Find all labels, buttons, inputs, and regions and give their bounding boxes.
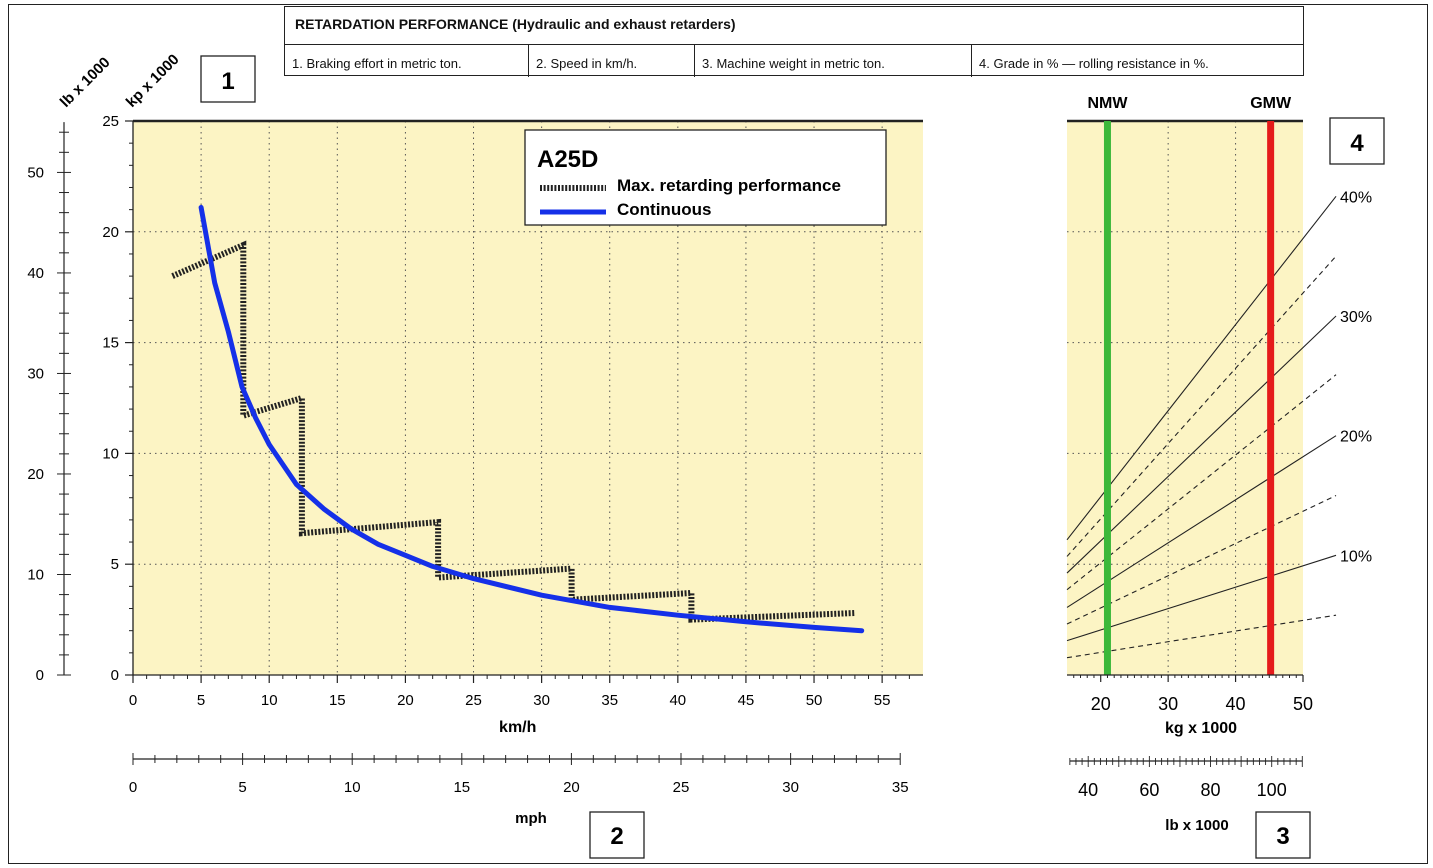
mph-tick-label: 10 bbox=[344, 779, 361, 796]
lb-y-tick-label: 40 bbox=[27, 265, 44, 282]
main-plot-series bbox=[171, 204, 865, 634]
y-tick-label: 25 bbox=[102, 113, 119, 130]
x-tick-label: 20 bbox=[397, 692, 414, 709]
grade-label: 40% bbox=[1340, 189, 1372, 206]
box-2-label: 2 bbox=[610, 823, 623, 850]
y-tick-label: 0 bbox=[111, 667, 119, 684]
mph-tick-label: 25 bbox=[673, 779, 690, 796]
mph-axis: 0 5 10 15 20 25 30 35 bbox=[129, 753, 909, 796]
x-tick-label: 10 bbox=[261, 692, 278, 709]
series-continuous bbox=[198, 204, 865, 634]
x-tick-label: 35 bbox=[601, 692, 618, 709]
legend-title: A25D bbox=[537, 146, 598, 173]
header-item-grade: 4. Grade in % — rolling resistance in %. bbox=[979, 56, 1209, 71]
marker-label-gmw: GMW bbox=[1250, 95, 1292, 112]
grade-line-10pct bbox=[1066, 554, 1337, 642]
x-tick-label: 15 bbox=[329, 692, 346, 709]
x-tick-label: 55 bbox=[874, 692, 891, 709]
kg-tick-label: 40 bbox=[1226, 694, 1246, 714]
rolling-resistance-line bbox=[1066, 374, 1337, 591]
header-title: RETARDATION PERFORMANCE (Hydraulic and e… bbox=[295, 16, 736, 32]
kg-axis-label: kg x 1000 bbox=[1165, 720, 1237, 737]
grade-label: 30% bbox=[1340, 309, 1372, 326]
header-row: 1. Braking effort in metric ton. 2. Spee… bbox=[285, 44, 1303, 77]
legend-label-continuous: Continuous bbox=[617, 200, 711, 219]
kg-tick-label: 50 bbox=[1293, 694, 1313, 714]
x-tick-label: 30 bbox=[533, 692, 550, 709]
lb-tick-label: 40 bbox=[1078, 780, 1098, 800]
grade-line-40pct bbox=[1066, 196, 1337, 541]
lb-y-tick-label: 30 bbox=[27, 365, 44, 382]
mph-tick-label: 15 bbox=[453, 779, 470, 796]
header-item-weight: 3. Machine weight in metric ton. bbox=[695, 45, 972, 77]
kg-tick-label: 30 bbox=[1158, 694, 1178, 714]
grade-lines: 40% 30% 20% 10% bbox=[1066, 189, 1372, 659]
grade-line-30pct bbox=[1066, 315, 1337, 574]
rolling-resistance-line bbox=[1066, 255, 1337, 557]
main-plot-axes: 0 5 10 15 20 25 30 35 40 45 50 55 0 5 10 15 20 25 km/h 0 10 2… bbox=[27, 113, 923, 736]
mph-tick-label: 20 bbox=[563, 779, 580, 796]
box-4-label: 4 bbox=[1350, 130, 1364, 157]
mph-tick-label: 5 bbox=[238, 779, 246, 796]
grade-line-20pct bbox=[1066, 435, 1337, 608]
grade-label: 10% bbox=[1340, 548, 1372, 565]
weight-plot-axes: 20 30 40 50 bbox=[1067, 674, 1313, 714]
series-max-retarding bbox=[171, 240, 856, 623]
mph-tick-label: 35 bbox=[892, 779, 909, 796]
box-3: 3 bbox=[1255, 811, 1311, 859]
lb-y-tick-label: 20 bbox=[27, 466, 44, 483]
lb-tick-label: 100 bbox=[1257, 780, 1287, 800]
x-tick-label: 25 bbox=[465, 692, 482, 709]
header-item-speed: 2. Speed in km/h. bbox=[529, 45, 695, 77]
y-tick-label: 20 bbox=[102, 224, 119, 241]
y-tick-label: 5 bbox=[111, 556, 119, 573]
y-tick-label: 10 bbox=[102, 445, 119, 462]
x-tick-label: 50 bbox=[806, 692, 823, 709]
lb-tick-label: 80 bbox=[1201, 780, 1221, 800]
x-tick-label: 40 bbox=[669, 692, 686, 709]
lb-axis: 40 60 80 100 bbox=[1069, 756, 1303, 800]
kg-tick-label: 20 bbox=[1091, 694, 1111, 714]
header-item-braking: 1. Braking effort in metric ton. bbox=[285, 45, 529, 77]
marker-label-nmw: NMW bbox=[1087, 95, 1128, 112]
grade-label: 20% bbox=[1340, 429, 1372, 446]
chart-frame bbox=[8, 4, 1428, 864]
rolling-resistance-line bbox=[1066, 614, 1337, 659]
y-tick-label: 15 bbox=[102, 335, 119, 352]
mph-tick-label: 30 bbox=[782, 779, 799, 796]
y-axis-kp-label: kp x 1000 bbox=[123, 51, 183, 111]
box-1-label: 1 bbox=[221, 68, 234, 95]
box-1: 1 bbox=[200, 55, 256, 103]
lb-y-tick-label: 0 bbox=[36, 667, 44, 684]
x-tick-label: 5 bbox=[197, 692, 205, 709]
legend: A25D Max. retarding performance Continuo… bbox=[524, 129, 887, 226]
x-tick-label: 0 bbox=[129, 692, 137, 709]
y-axis-lb-label: lb x 1000 bbox=[57, 54, 114, 111]
rolling-resistance-line bbox=[1066, 495, 1337, 625]
box-2: 2 bbox=[589, 811, 645, 859]
mph-axis-label: mph bbox=[515, 810, 547, 827]
x-axis-label: km/h bbox=[499, 719, 536, 736]
legend-label-max: Max. retarding performance bbox=[617, 176, 841, 195]
mph-tick-label: 0 bbox=[129, 779, 137, 796]
x-tick-label: 45 bbox=[738, 692, 755, 709]
lb-tick-label: 60 bbox=[1139, 780, 1159, 800]
lb-axis-label: lb x 1000 bbox=[1165, 817, 1228, 834]
lb-y-tick-label: 50 bbox=[27, 164, 44, 181]
weight-markers: NMW GMW bbox=[1087, 95, 1292, 675]
box-3-label: 3 bbox=[1276, 823, 1289, 850]
box-4: 4 bbox=[1329, 117, 1385, 165]
header-box: RETARDATION PERFORMANCE (Hydraulic and e… bbox=[284, 6, 1304, 77]
lb-y-tick-label: 10 bbox=[27, 566, 44, 583]
